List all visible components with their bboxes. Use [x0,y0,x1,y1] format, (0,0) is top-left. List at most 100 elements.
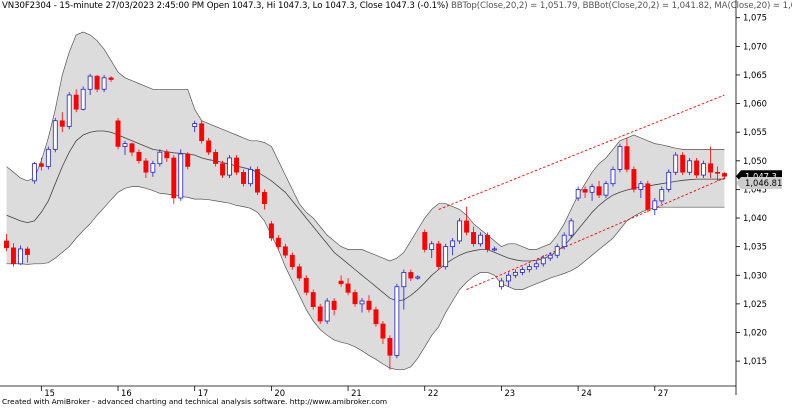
candle [387,335,393,370]
candle-body [603,183,609,196]
candle [589,183,595,201]
symbol-info: VN30F2304 - 15-minute 27/03/2023 2:45:00… [2,1,449,11]
candle-body [526,266,532,270]
candle [485,232,490,253]
candle [540,255,546,267]
candle [150,160,156,177]
candle-body [31,163,37,182]
candle [582,186,588,198]
candle [136,149,142,164]
candle-body [87,75,93,90]
bollinger-band-layer [6,31,725,371]
candle [52,117,58,153]
candle [575,186,581,201]
candle [261,189,267,210]
candle-body [471,232,477,245]
candle-body [66,94,72,127]
x-tick-label: 24 [581,388,592,398]
candle [638,180,644,198]
candle-body [624,146,630,170]
credit-text: Created with AmiBroker - advanced charti… [2,397,388,406]
candle-body [708,163,714,173]
candle-body [227,157,232,176]
candle-body [199,123,205,142]
candle [248,166,253,187]
candle [227,155,232,178]
candle-body [11,247,16,265]
candle-body [282,246,288,256]
candle [443,243,449,270]
candle [401,269,407,310]
candle-body [366,300,372,310]
y-tick-label: 1,030 [743,270,767,280]
candle [554,243,560,259]
x-tick-label: 17 [198,388,209,398]
candle [659,186,665,204]
candle-body [248,168,253,185]
candle [603,180,609,198]
candle [38,157,44,171]
candle-body [450,240,456,248]
candle [241,169,246,187]
y-tick-label: 1,040 [743,213,767,223]
candle [673,152,679,176]
candle [115,117,121,150]
candle [254,166,260,196]
candle-body [478,234,483,245]
candle-body [582,189,588,193]
candle-body [457,220,463,242]
candle-body [680,154,686,173]
candle-body [4,240,9,249]
candle [45,146,51,170]
y-tick-label: 1,025 [743,299,767,309]
y-tick-label: 1,045 [743,184,767,194]
candle-body [666,171,672,190]
candle [199,120,205,144]
candle-body [380,323,386,339]
bbtop-legend: BBTop(Close,20,2) = 1,051.79, [450,1,581,11]
candle-body [275,237,281,247]
candle [478,232,483,247]
x-tick-label: 27 [658,388,669,398]
candle-body [324,300,330,322]
x-tick-label: 23 [504,388,515,398]
candle [59,112,65,133]
candle [331,298,337,316]
candle-body [115,120,121,147]
candle [722,172,727,180]
candle-body [492,248,497,251]
candle [164,149,170,162]
candle-body [652,200,658,210]
candle-body [296,266,302,279]
candle-body [157,151,163,165]
candle [11,243,16,267]
candle-body [108,77,114,80]
candle [338,275,344,287]
candle-body [568,220,574,236]
candle [436,240,442,270]
candle [296,263,302,281]
candle [18,245,23,265]
candle [617,143,623,173]
candle-body [94,75,100,90]
candle [506,272,511,287]
ma-legend: MA(Close,20) = 1,046.8 [714,1,792,11]
candle-body [701,163,707,176]
candle-body [617,146,623,170]
candle-body [234,157,239,173]
candle [220,160,226,178]
candle-body [610,168,616,185]
candle-body [338,280,344,285]
candle [289,252,295,270]
ma-value-label: 1,046.81 [745,178,782,188]
candle-body [45,148,51,167]
candle-body [310,292,316,307]
bbbot-line [6,186,725,371]
candle-body [561,234,567,248]
candle-body [192,123,198,127]
candle [457,218,463,244]
candle [234,155,239,176]
candle [519,266,525,276]
candle-body [415,276,421,279]
